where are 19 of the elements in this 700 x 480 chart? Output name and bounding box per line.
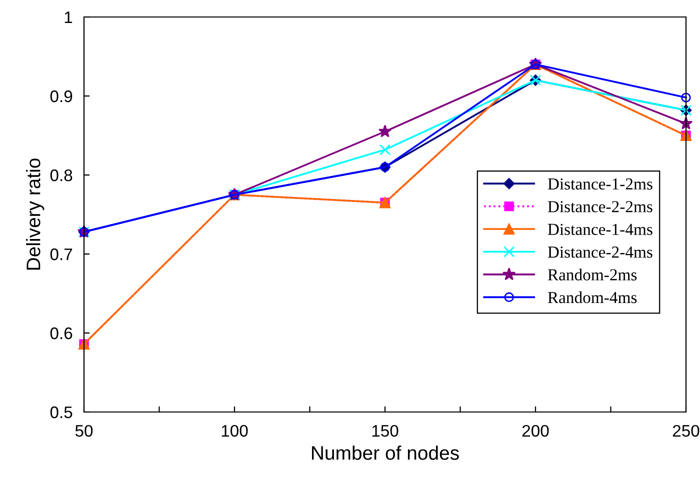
x-axis-title: Number of nodes (312, 446, 459, 460)
y-tick-label: 1 (64, 12, 72, 24)
legend-label: Distance-2-4ms (548, 246, 652, 258)
legend-label: Distance-1-4ms (548, 224, 652, 236)
y-tick-label: 0.7 (50, 248, 72, 260)
y-tick-label: 0.9 (50, 90, 72, 102)
x-tick-label: 200 (522, 424, 549, 437)
y-tick-label: 0.6 (50, 327, 72, 340)
x-tick-label: 250 (672, 424, 700, 437)
x-tick-label: 100 (222, 424, 248, 437)
x-tick-label: 150 (372, 424, 398, 437)
y-axis-title: Delivery ratio (26, 158, 44, 270)
x-tick-label: 50 (75, 424, 93, 437)
legend-label: Random-4ms (548, 291, 637, 304)
legend-label: Distance-1-2ms (548, 178, 652, 190)
legend-label: Distance-2-2ms (548, 201, 652, 212)
legend-label: Random-2ms (548, 268, 637, 280)
y-tick-label: 0.8 (50, 169, 72, 182)
y-tick-label: 0.5 (50, 406, 72, 418)
